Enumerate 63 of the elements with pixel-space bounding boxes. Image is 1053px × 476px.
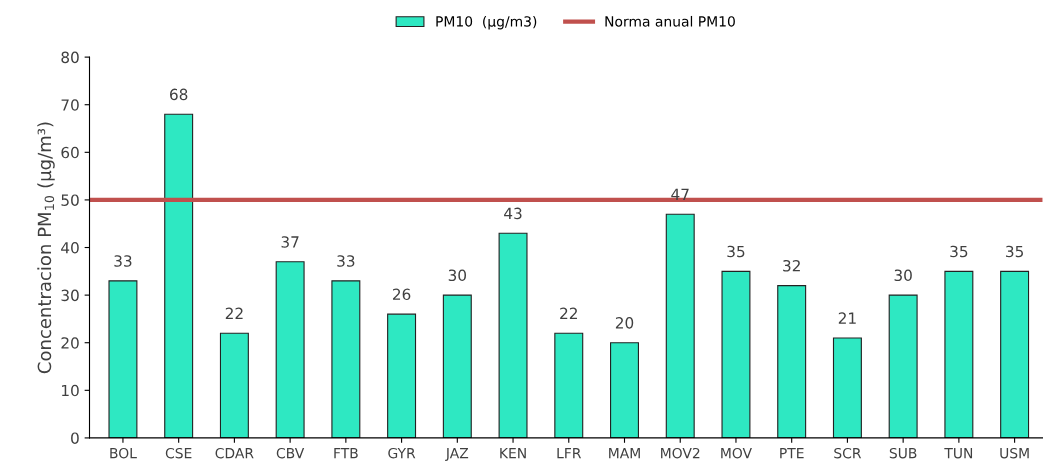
y-tick-label: 70 [61,99,79,111]
bar [108,280,138,438]
data-label: 32 [783,259,800,272]
y-tick-label: 0 [71,432,79,444]
x-tick-label: GYR [388,447,416,459]
x-tick-label: FTB [334,448,358,459]
x-tick-label: KEN [500,448,526,459]
data-label: 22 [225,307,243,319]
bar [498,232,528,438]
data-label: 22 [560,307,577,319]
x-tick-label: MAM [609,448,640,459]
x-tick-label: CSE [165,447,192,459]
legend-label: PM10 (µg/m3) [436,15,537,30]
data-label: 35 [950,245,968,258]
y-tick-label: 10 [62,384,79,397]
bar [442,294,472,438]
x-tick-label: PTE [780,448,804,459]
data-label: 26 [392,288,411,301]
data-label: 21 [838,312,856,324]
x-tick-label: JAZ [445,448,469,461]
y-tick-label: 60 [61,146,79,159]
data-label: 68 [170,88,188,101]
data-label: 33 [114,255,132,267]
bar [832,337,862,438]
x-tick-label: USM [1000,447,1029,459]
y-tick-label: 50 [61,194,79,206]
x-tick-label: CDAR [215,447,254,459]
bar [944,270,974,438]
x-tick-label: LFR [557,448,582,459]
bar [387,313,417,438]
bar [888,294,918,438]
bar [721,270,751,438]
x-tick-label: SCR [834,447,862,459]
bar [331,280,361,438]
data-label: 30 [894,269,912,282]
x-tick-label: SUB [889,447,917,459]
data-label: 30 [448,269,467,282]
data-label: 20 [615,317,634,329]
bar [219,332,249,438]
data-label: 35 [1006,245,1023,258]
bar [275,261,305,438]
data-label: 47 [671,188,689,200]
data-label: 35 [727,245,745,258]
x-tick-label: MOV2 [661,447,700,459]
data-label: 33 [337,255,355,267]
y-tick-label: 20 [61,337,79,349]
bar [164,113,194,438]
bar [610,342,639,438]
x-tick-label: TUN [944,448,973,459]
x-tick-label: CBV [276,447,305,459]
data-label: 37 [281,236,299,248]
y-axis-title: Concentracion PM$_{10}$ (µg/m³) [37,122,55,374]
y-tick-label: 30 [61,289,79,302]
bar [665,213,695,438]
y-tick-label: 80 [61,51,79,64]
legend-label: Norma anual PM10 [605,15,735,27]
y-tick-label: 40 [61,241,79,254]
x-tick-label: MOV [721,447,752,459]
bar [777,285,807,438]
x-tick-label: BOL [110,447,137,459]
bar [1000,270,1030,438]
data-label: 43 [504,207,522,220]
bar [554,332,584,438]
